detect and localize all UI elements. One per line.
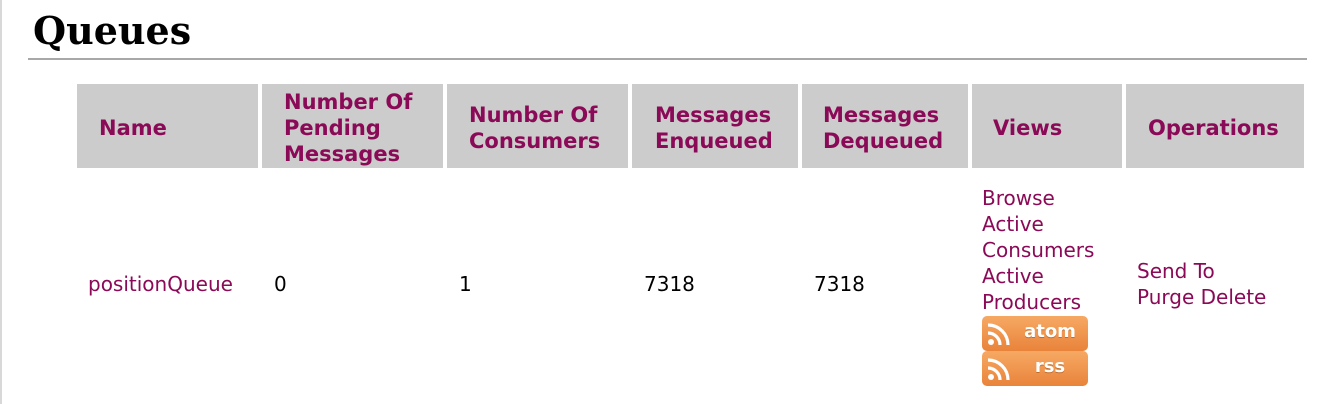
operations-cell: Send To Purge Delete	[1126, 168, 1304, 400]
column-header-name[interactable]: Name	[77, 84, 258, 168]
views-list: Browse Active Consumers Active Producers…	[982, 185, 1122, 386]
enqueued-value: 7318	[644, 272, 695, 296]
queue-name-link[interactable]: positionQueue	[88, 272, 233, 296]
rss-feed-icon	[987, 357, 1010, 380]
purge-link[interactable]: Purge	[1137, 285, 1195, 309]
table-row: positionQueue 0 1 7318 7318 Browse Activ…	[77, 168, 1304, 400]
column-header-views: Views	[972, 84, 1122, 168]
send-to-link[interactable]: Send To	[1137, 259, 1215, 283]
rss-feed-label: rss	[1034, 355, 1066, 377]
rss-feed-button[interactable]: rss	[982, 350, 1088, 386]
table-header-row: Name Number Of Pending Messages Number O…	[77, 84, 1304, 168]
dequeued-value: 7318	[814, 272, 865, 296]
column-header-consumers[interactable]: Number Of Consumers	[447, 84, 628, 168]
active-consumers-link[interactable]: Active Consumers	[982, 211, 1095, 262]
page-left-border	[0, 0, 2, 404]
delete-link[interactable]: Delete	[1200, 285, 1267, 309]
column-header-operations: Operations	[1126, 84, 1304, 168]
page-title: Queues	[33, 8, 192, 53]
column-header-pending-messages[interactable]: Number Of Pending Messages	[262, 84, 443, 168]
column-header-messages-enqueued[interactable]: Messages Enqueued	[632, 84, 798, 168]
column-header-messages-dequeued[interactable]: Messages Dequeued	[802, 84, 968, 168]
consumers-value: 1	[459, 272, 472, 296]
queues-table: Name Number Of Pending Messages Number O…	[73, 84, 1308, 400]
rss-feed-icon	[987, 322, 1010, 345]
browse-link[interactable]: Browse	[982, 185, 1055, 210]
queue-name-cell: positionQueue	[77, 168, 258, 400]
pending-messages-value: 0	[274, 272, 287, 296]
atom-feed-label: atom	[1024, 320, 1076, 342]
title-divider	[28, 58, 1307, 60]
atom-feed-button[interactable]: atom	[982, 315, 1088, 351]
views-cell: Browse Active Consumers Active Producers…	[972, 168, 1122, 400]
active-producers-link[interactable]: Active Producers	[982, 263, 1082, 314]
